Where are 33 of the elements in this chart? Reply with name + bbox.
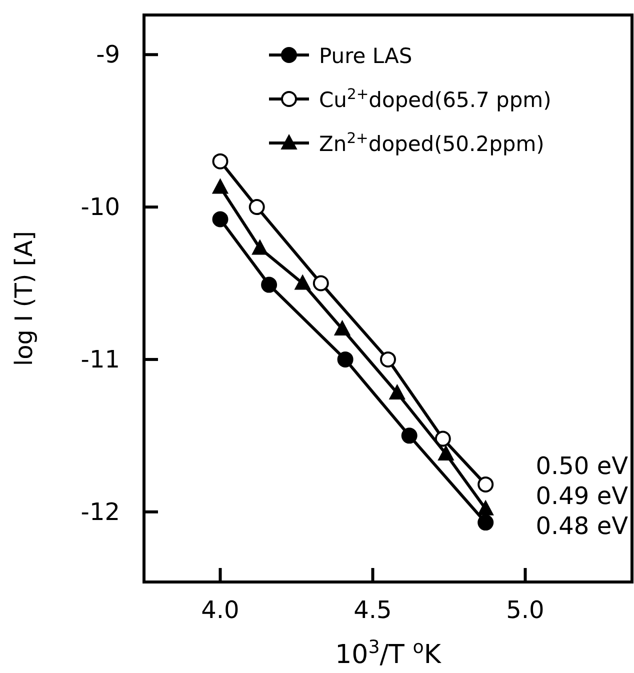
point [212, 178, 228, 194]
annotation: 0.49 eV [536, 482, 629, 510]
point [389, 384, 406, 400]
y-tick-label: -12 [80, 498, 120, 526]
annotation: 0.48 eV [536, 512, 629, 540]
x-tick-label: 5.0 [506, 596, 544, 624]
x-tick-label: 4.5 [354, 596, 392, 624]
legend-label: Pure LAS [319, 44, 412, 68]
point [212, 153, 228, 170]
point [478, 500, 494, 516]
x-axis-title: 10$^{3}$/T $^{o}$K [335, 636, 442, 670]
point [248, 199, 265, 216]
point [478, 476, 494, 492]
point [294, 274, 311, 290]
point [312, 275, 329, 292]
point [252, 240, 268, 255]
y-tick-label: -10 [80, 193, 120, 222]
annotation: 0.50 eV [536, 452, 629, 480]
x-tick-label: 4.0 [201, 596, 240, 624]
point [434, 430, 451, 447]
y-tick-label: -9 [96, 40, 120, 69]
point [334, 320, 350, 336]
point [438, 445, 454, 460]
point [212, 211, 228, 228]
point [337, 351, 354, 368]
legend-label: Zn$^{2+}$doped(50.2ppm) [319, 130, 544, 156]
point [401, 428, 418, 444]
point [380, 351, 396, 368]
point [478, 514, 494, 531]
y-axis-title: log I (T) [A] [10, 230, 38, 366]
y-tick-label: -11 [80, 345, 120, 374]
point [261, 276, 278, 293]
legend-label: Cu$^{2+}$doped(65.7 ppm) [319, 86, 552, 112]
